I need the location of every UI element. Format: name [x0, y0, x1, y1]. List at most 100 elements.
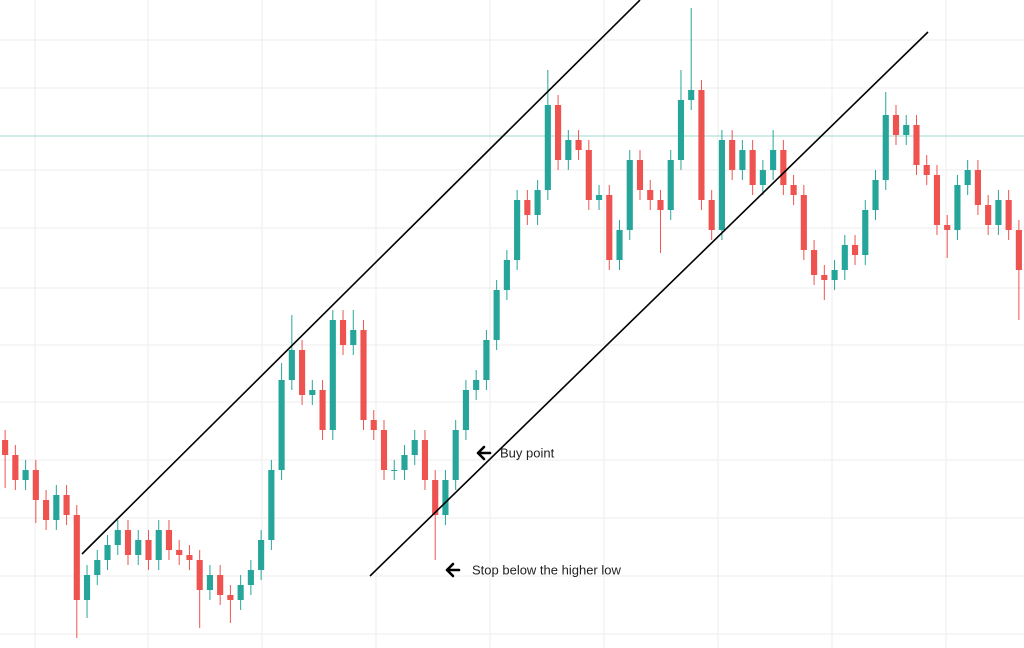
candle-body	[851, 245, 859, 255]
candle-body	[718, 140, 725, 230]
candle-body	[585, 150, 592, 200]
candle-body	[677, 100, 685, 160]
candle-body	[954, 185, 961, 230]
candle-body	[565, 140, 572, 160]
candle-body	[442, 480, 449, 515]
candle-body	[708, 200, 715, 230]
candle-body	[421, 440, 429, 480]
candle-body	[534, 190, 541, 215]
candle-body	[227, 595, 234, 600]
candle-body	[841, 245, 848, 270]
candle-body	[595, 195, 603, 200]
candle-body	[155, 530, 162, 560]
candle-body	[749, 150, 756, 185]
candle-body	[319, 390, 326, 430]
annotation: Buy point	[500, 445, 555, 460]
candle-body	[83, 575, 91, 600]
candle-body	[995, 200, 1002, 225]
arrow	[476, 445, 492, 461]
candle-body	[688, 90, 695, 100]
candle-body	[913, 125, 920, 165]
candle-body	[892, 115, 900, 135]
candle-body	[800, 195, 807, 250]
candle-body	[544, 105, 551, 190]
arrow	[445, 562, 461, 578]
candle-body	[698, 90, 705, 200]
candle-body	[759, 170, 766, 185]
candle-body	[974, 170, 981, 205]
candle-body	[73, 515, 80, 600]
candle-body	[811, 250, 818, 275]
candle-body	[555, 105, 562, 160]
candle-body	[176, 550, 183, 555]
candle-body	[380, 430, 388, 470]
candle-body	[657, 200, 664, 210]
candle-body	[360, 330, 367, 420]
candle-body	[729, 140, 736, 170]
candles	[2, 8, 1022, 638]
upper-channel-line	[81, 0, 641, 555]
candle-body	[206, 575, 213, 590]
candle-body	[636, 160, 644, 190]
candle-body	[821, 275, 828, 280]
candle-body	[339, 320, 347, 345]
candle-body	[94, 560, 101, 575]
candle-body	[247, 570, 254, 585]
candle-body	[575, 140, 582, 150]
candle-body	[872, 180, 879, 210]
candle-body	[350, 330, 357, 345]
candle-body	[2, 440, 9, 455]
candle-body	[391, 470, 398, 471]
candle-body	[514, 200, 521, 260]
candle-body	[278, 380, 285, 470]
candle-body	[217, 575, 224, 595]
candle-body	[196, 560, 203, 590]
candle-body	[258, 540, 265, 570]
candle-body	[104, 545, 111, 560]
candle-body	[944, 225, 951, 230]
candle-body	[831, 270, 838, 280]
candle-body	[903, 125, 910, 135]
candle-body	[862, 210, 869, 255]
candle-body	[503, 260, 510, 290]
candle-body	[1005, 200, 1012, 230]
candle-body	[145, 540, 152, 560]
candle-body	[985, 205, 992, 225]
candle-body	[268, 470, 275, 540]
candle-body	[432, 480, 439, 515]
candle-body	[299, 350, 306, 395]
candle-body	[452, 430, 459, 480]
candle-body	[53, 495, 60, 520]
candle-body	[12, 455, 19, 480]
candle-body	[882, 115, 889, 180]
candle-body	[483, 340, 490, 380]
candle-body	[780, 150, 787, 185]
candle-body	[329, 320, 336, 430]
candle-body	[411, 440, 418, 455]
candle-body	[124, 530, 132, 555]
candle-body	[616, 230, 623, 260]
candle-body	[186, 555, 193, 560]
candle-body	[309, 390, 316, 395]
candle-body	[370, 420, 377, 430]
candle-body	[964, 170, 971, 185]
candle-body	[626, 160, 633, 230]
candle-body	[288, 350, 295, 380]
candle-body	[135, 540, 142, 555]
candle-body	[22, 470, 29, 480]
candle-body	[606, 195, 613, 260]
lower-channel-line	[369, 31, 929, 577]
candle-body	[493, 290, 500, 340]
candle-body	[114, 530, 121, 545]
candle-body	[1015, 230, 1022, 270]
candle-body	[473, 380, 480, 390]
candle-body	[770, 150, 777, 170]
candle-body	[667, 160, 674, 210]
candle-body	[43, 500, 50, 520]
candle-body	[790, 185, 797, 195]
candle-body	[923, 165, 930, 175]
annotation: Stop below the higher low	[472, 562, 621, 577]
candle-body	[933, 175, 941, 225]
